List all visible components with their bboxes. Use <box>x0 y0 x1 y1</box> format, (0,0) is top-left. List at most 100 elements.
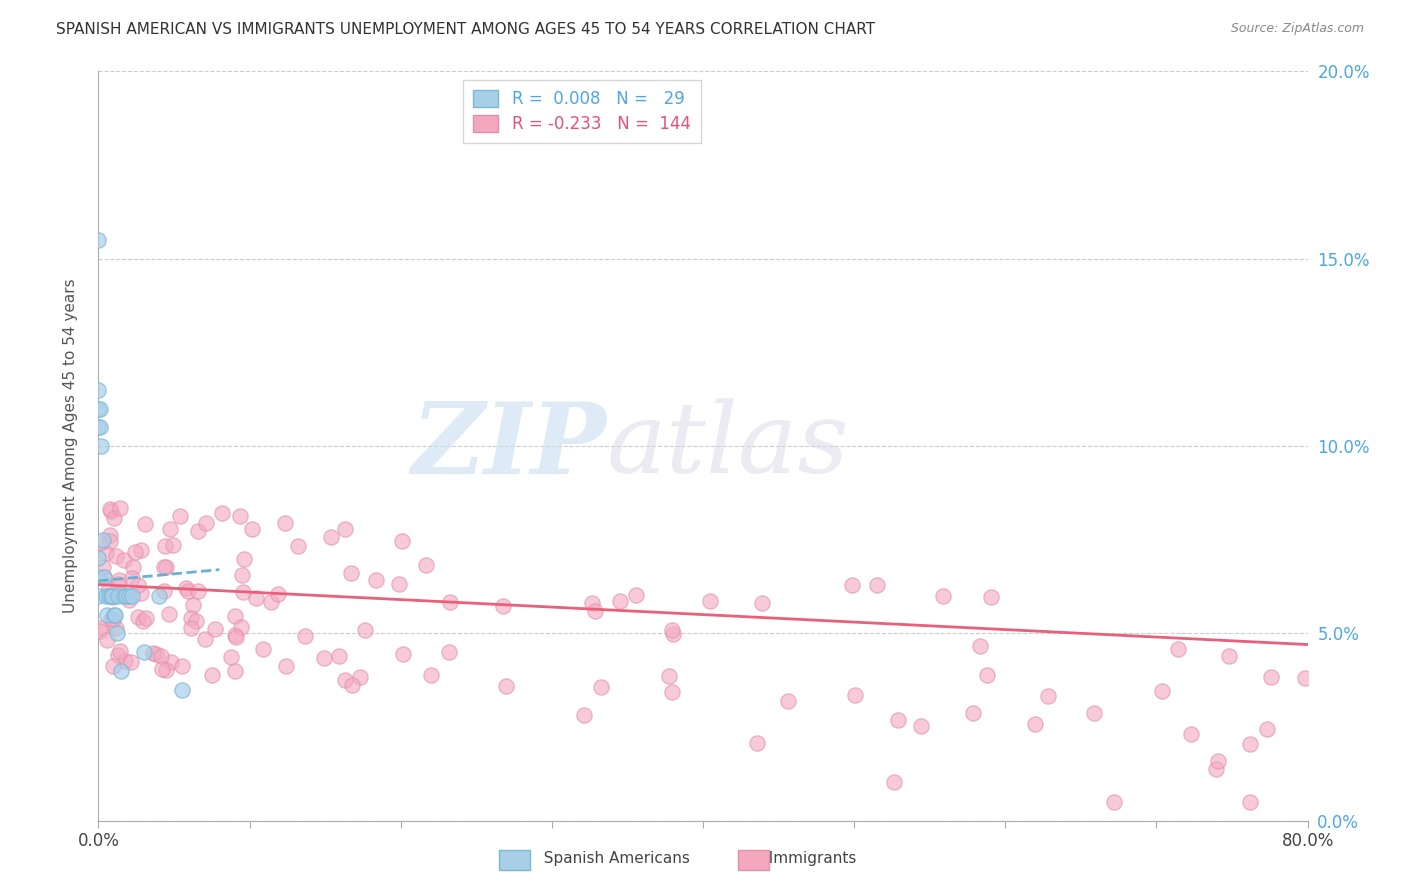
Point <box>160 655 183 669</box>
Point <box>661 624 683 638</box>
Point <box>333 673 356 688</box>
Point <box>572 707 595 722</box>
Legend: R =  0.008   N =   29, R = -0.233   N =  144: R = 0.008 N = 29, R = -0.233 N = 144 <box>464 79 700 143</box>
Point <box>98 501 121 516</box>
Point <box>107 589 129 603</box>
Point <box>415 558 437 573</box>
Point <box>152 559 174 574</box>
Point <box>159 522 181 536</box>
Point <box>276 659 298 673</box>
Point <box>107 577 129 591</box>
Point <box>172 659 194 673</box>
Point <box>287 539 309 553</box>
Point <box>91 533 114 547</box>
Point <box>887 713 910 727</box>
Point <box>224 609 246 624</box>
Point <box>108 501 131 516</box>
Point <box>335 522 357 536</box>
Point <box>1256 723 1278 737</box>
Point <box>127 610 149 624</box>
Point <box>699 593 721 607</box>
Point <box>132 614 155 628</box>
Point <box>121 560 143 574</box>
Point <box>312 651 335 665</box>
Point <box>187 524 209 538</box>
Point <box>94 545 117 559</box>
Text: Source: ZipAtlas.com: Source: ZipAtlas.com <box>1230 22 1364 36</box>
Point <box>121 589 143 603</box>
Point <box>103 607 125 622</box>
Point <box>1218 648 1240 663</box>
Point <box>201 668 224 682</box>
Point <box>439 595 461 609</box>
Point <box>89 624 111 639</box>
Point <box>661 685 683 699</box>
Point <box>195 516 218 530</box>
Point <box>87 401 110 416</box>
Point <box>1102 795 1125 809</box>
Text: Immigrants: Immigrants <box>759 851 856 865</box>
Point <box>132 645 155 659</box>
Point <box>180 611 202 625</box>
Point <box>114 589 136 603</box>
Point <box>609 593 631 607</box>
Text: SPANISH AMERICAN VS IMMIGRANTS UNEMPLOYMENT AMONG AGES 45 TO 54 YEARS CORRELATIO: SPANISH AMERICAN VS IMMIGRANTS UNEMPLOYM… <box>56 22 876 37</box>
Point <box>87 551 110 566</box>
Point <box>492 599 515 614</box>
Point <box>1294 672 1316 686</box>
Point <box>841 577 863 591</box>
Point <box>883 775 905 789</box>
Point <box>120 655 142 669</box>
Point <box>112 589 135 603</box>
Point <box>294 629 316 643</box>
Point <box>87 233 110 247</box>
Point <box>91 560 114 574</box>
Point <box>1206 754 1229 768</box>
Point <box>145 647 167 661</box>
Point <box>152 583 174 598</box>
Text: atlas: atlas <box>606 399 849 493</box>
Point <box>174 581 197 595</box>
Point <box>110 664 132 678</box>
Point <box>100 612 122 626</box>
Point <box>157 607 180 621</box>
Point <box>224 665 246 679</box>
Point <box>148 589 170 603</box>
Point <box>980 590 1002 604</box>
Point <box>225 630 247 644</box>
Point <box>211 506 233 520</box>
Point <box>93 570 115 584</box>
Point <box>204 622 226 636</box>
Point <box>94 589 117 603</box>
Point <box>751 596 773 610</box>
Point <box>121 571 143 585</box>
Point <box>134 516 156 531</box>
Point <box>392 648 415 662</box>
Point <box>658 668 681 682</box>
Point <box>93 570 115 584</box>
Point <box>153 539 176 553</box>
Point <box>105 621 128 635</box>
Point <box>87 383 110 397</box>
Point <box>252 642 274 657</box>
Point <box>105 626 128 640</box>
Point <box>107 648 129 663</box>
Point <box>150 662 173 676</box>
Point <box>194 632 217 646</box>
Point <box>87 570 110 584</box>
Point <box>89 420 111 434</box>
Point <box>169 508 191 523</box>
Point <box>232 584 254 599</box>
Point <box>495 680 517 694</box>
Point <box>180 621 202 635</box>
Point <box>127 577 149 591</box>
Point <box>98 533 121 548</box>
Point <box>583 604 606 618</box>
Point <box>170 682 193 697</box>
Text: Spanish Americans: Spanish Americans <box>534 851 690 865</box>
Point <box>108 573 131 587</box>
Point <box>219 650 242 665</box>
Point <box>976 668 998 682</box>
Point <box>101 589 124 603</box>
Point <box>1167 641 1189 656</box>
